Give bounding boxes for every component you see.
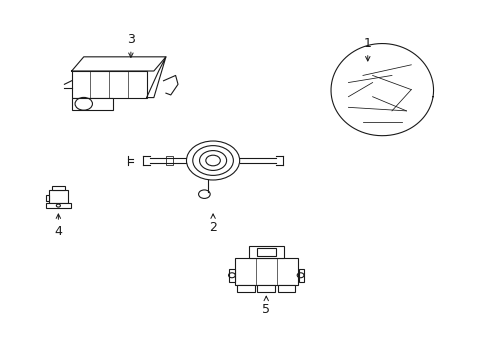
Bar [234, 258, 297, 284]
Bar [72, 98, 113, 110]
Text: 3: 3 [127, 33, 135, 57]
Bar [248, 246, 283, 258]
Text: 4: 4 [54, 214, 62, 238]
Bar [277, 284, 295, 292]
Bar [228, 269, 234, 282]
Bar [257, 284, 274, 292]
Bar [298, 269, 304, 282]
Bar [237, 284, 254, 292]
Bar [45, 203, 71, 208]
Text: 2: 2 [209, 214, 217, 234]
Bar [45, 194, 49, 201]
Bar [256, 248, 275, 256]
Bar [52, 186, 65, 190]
Bar [72, 71, 146, 98]
Bar [49, 190, 67, 203]
Bar [165, 156, 173, 165]
Text: 1: 1 [363, 37, 371, 61]
Text: 5: 5 [262, 296, 270, 316]
